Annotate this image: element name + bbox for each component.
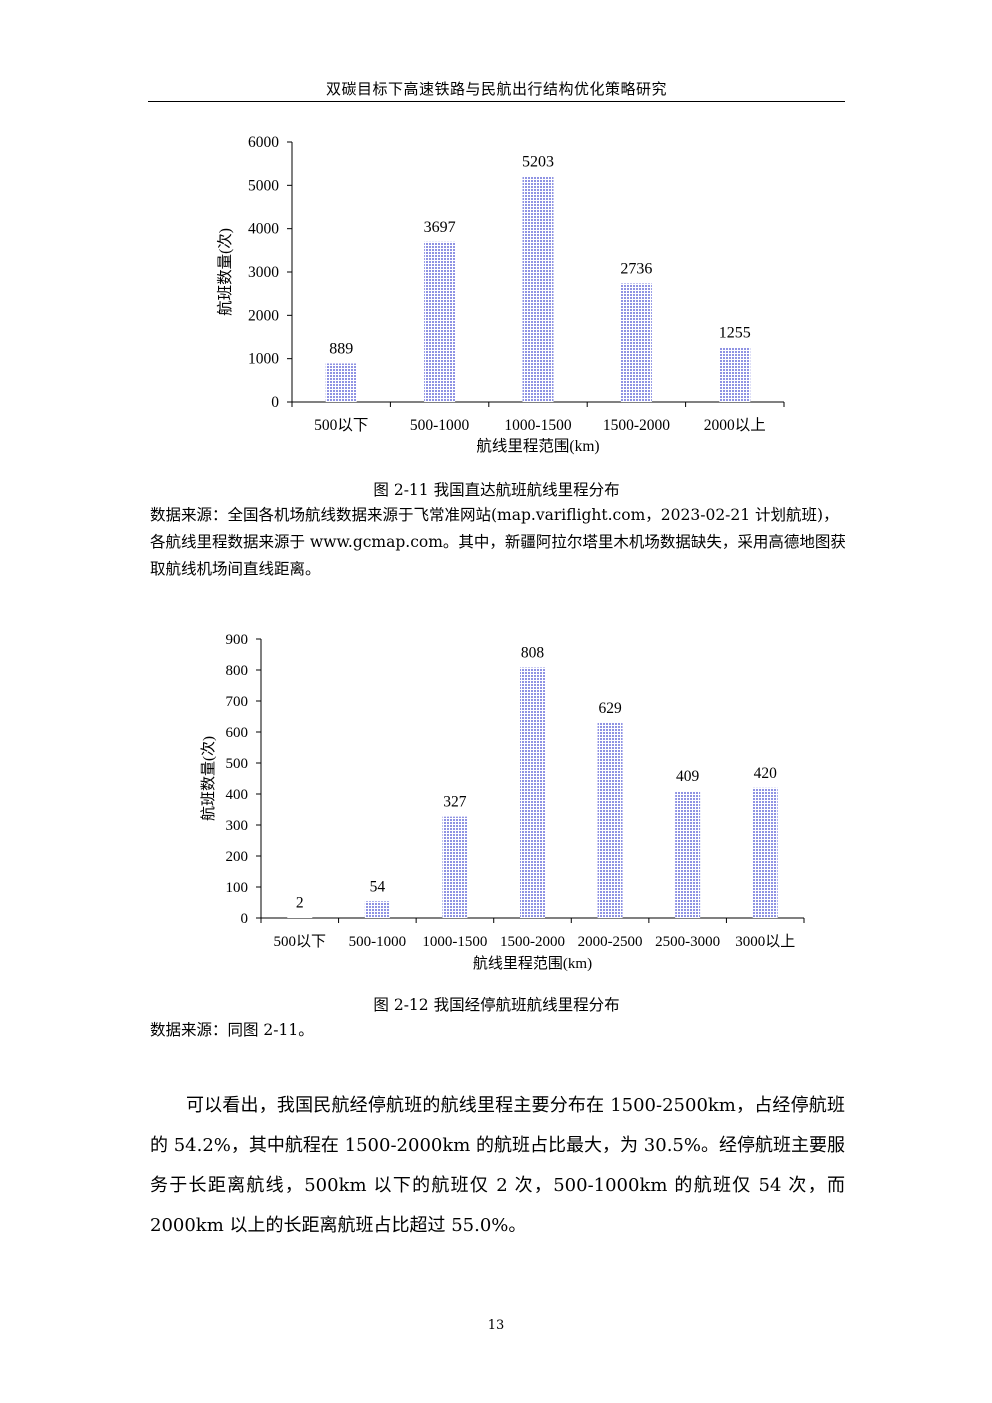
y-tick-label-400: 400 bbox=[226, 787, 249, 803]
x-tick-label-2000-2500: 2000-2500 bbox=[578, 934, 643, 950]
x-axis-title: 航线里程范围(km) bbox=[476, 437, 599, 455]
bar-1500-2000 bbox=[620, 283, 652, 402]
bar-500-1000 bbox=[364, 901, 390, 918]
x-tick-label-500: 500以下 bbox=[314, 417, 368, 434]
y-tick-label-6000: 6000 bbox=[248, 134, 279, 151]
y-tick-label-600: 600 bbox=[226, 725, 249, 741]
chart-direct-flights: 0 1000 2000 3000 4000 5000 6000 889 500以下 3697 500… bbox=[216, 134, 785, 455]
bar-2000-2500 bbox=[597, 723, 623, 918]
y-tick-label-0: 0 bbox=[271, 394, 279, 411]
bar-500 bbox=[325, 363, 357, 402]
x-tick-label-1000-1500: 1000-1500 bbox=[504, 417, 571, 434]
data-label-500-1000: 54 bbox=[370, 878, 386, 895]
x-tick-label-2500-3000: 2500-3000 bbox=[655, 934, 720, 950]
y-tick-label-100: 100 bbox=[226, 880, 249, 896]
data-label-1500-2000: 808 bbox=[521, 645, 545, 662]
x-tick-label-500-1000: 500-1000 bbox=[349, 934, 407, 950]
chart-stopover-flights: 0 100 200 300 400 500 600 700 800 900 2 500以下 54 500-… bbox=[200, 632, 805, 972]
data-label-1500-2000: 2736 bbox=[620, 260, 652, 277]
data-label-1000-1500: 327 bbox=[443, 794, 467, 811]
bar-1500-2000 bbox=[520, 667, 545, 918]
figure-source-2-11: 数据来源：全国各机场航线数据来源于飞常准网站(map.variflight.co… bbox=[150, 506, 846, 578]
y-tick-label-2000: 2000 bbox=[248, 307, 279, 324]
x-tick-label-1500-2000: 1500-2000 bbox=[603, 417, 670, 434]
body-paragraph: 可以看出，我国民航经停航班的航线里程主要分布在 1500-2500km，占经停航… bbox=[150, 1095, 845, 1236]
y-tick-label-5000: 5000 bbox=[248, 177, 279, 194]
data-label-2000-2500: 629 bbox=[598, 700, 622, 717]
y-tick-label-4000: 4000 bbox=[248, 221, 279, 238]
y-tick-label-3000: 3000 bbox=[248, 264, 279, 281]
data-label-500: 889 bbox=[329, 340, 353, 357]
bar-2500-3000 bbox=[675, 791, 701, 918]
bar-1000-1500 bbox=[442, 816, 468, 918]
y-tick-label-700: 700 bbox=[226, 694, 249, 710]
x-tick-label-1000-1500: 1000-1500 bbox=[422, 934, 487, 950]
data-label-1000-1500: 5203 bbox=[522, 154, 554, 171]
x-tick-label-500-1000: 500-1000 bbox=[410, 417, 470, 434]
y-axis-title: 航班数量(次) bbox=[216, 228, 234, 316]
x-tick-label-1500-2000: 1500-2000 bbox=[500, 934, 565, 950]
y-tick-label-0: 0 bbox=[241, 911, 249, 927]
figure-source-2-12: 数据来源：同图 2-11。 bbox=[150, 1021, 314, 1039]
x-tick-label-500: 500以下 bbox=[274, 934, 327, 950]
bar-1000-1500 bbox=[522, 176, 554, 402]
data-label-500: 2 bbox=[296, 894, 304, 911]
bar-3000 bbox=[752, 787, 778, 918]
y-tick-label-800: 800 bbox=[226, 663, 249, 679]
figure-caption-2-12: 图 2-12 我国经停航班航线里程分布 bbox=[373, 996, 620, 1014]
y-tick-label-900: 900 bbox=[226, 632, 249, 648]
y-tick-label-500: 500 bbox=[226, 756, 249, 772]
x-tick-label-2000: 2000以上 bbox=[704, 416, 766, 434]
bar-500 bbox=[287, 917, 313, 918]
x-tick-label-3000: 3000以上 bbox=[735, 933, 795, 950]
y-axis-title: 航班数量(次) bbox=[200, 736, 217, 821]
data-label-3000: 420 bbox=[754, 765, 778, 782]
header-rule bbox=[148, 101, 845, 102]
bar-500-1000 bbox=[424, 241, 456, 402]
page-number: 13 bbox=[487, 1318, 505, 1333]
y-tick-label-300: 300 bbox=[226, 818, 249, 834]
running-header: 双碳目标下高速铁路与民航出行结构优化策略研究 bbox=[325, 80, 667, 98]
data-label-2000: 1255 bbox=[719, 325, 751, 342]
x-axis-title: 航线里程范围(km) bbox=[473, 955, 592, 972]
figure-caption-2-11: 图 2-11 我国直达航班航线里程分布 bbox=[373, 481, 620, 499]
data-label-2500-3000: 409 bbox=[676, 768, 700, 785]
y-tick-label-200: 200 bbox=[226, 849, 249, 865]
bar-2000 bbox=[719, 347, 751, 402]
data-label-500-1000: 3697 bbox=[424, 219, 456, 236]
y-tick-label-1000: 1000 bbox=[248, 351, 279, 368]
